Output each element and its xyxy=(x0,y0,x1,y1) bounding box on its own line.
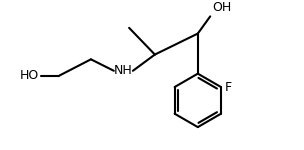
Text: F: F xyxy=(225,81,232,93)
Text: HO: HO xyxy=(20,69,40,82)
Text: NH: NH xyxy=(114,64,133,77)
Text: OH: OH xyxy=(212,2,231,15)
